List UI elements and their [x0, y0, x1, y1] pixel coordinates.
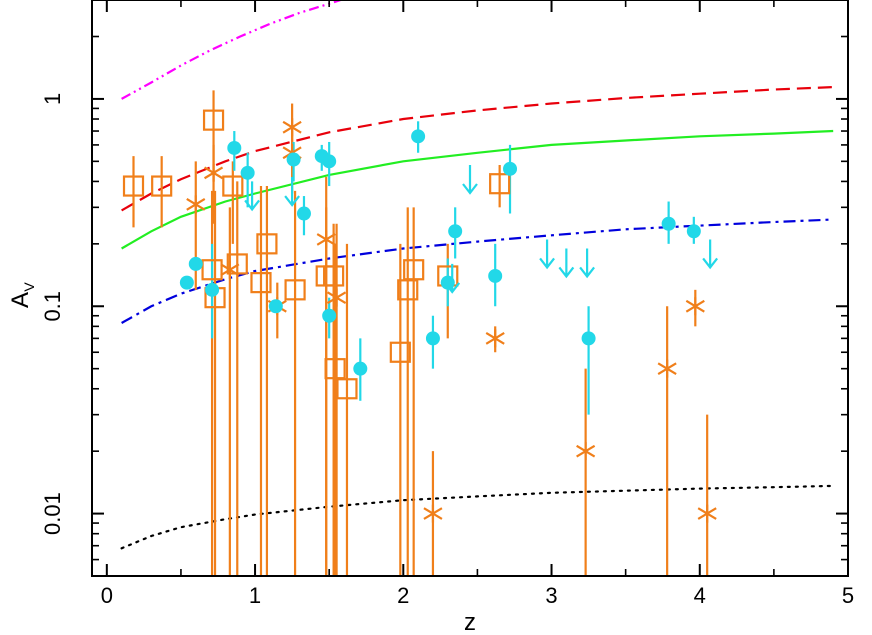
x-tick-label: 1	[249, 583, 261, 608]
model-curve-solid	[121, 129, 834, 250]
circle-marker	[268, 299, 283, 314]
square-marker	[284, 279, 306, 301]
model-curve-dotted	[120, 484, 835, 550]
upper-limit-arrow	[702, 239, 719, 270]
circle-marker	[227, 140, 242, 155]
plot-frame	[91, 0, 849, 577]
axis-ticks	[92, 0, 849, 577]
y-axis-label-group: A V	[7, 282, 37, 308]
asterisk-marker	[485, 329, 505, 348]
circle-marker	[188, 256, 203, 271]
circle-marker	[411, 129, 426, 144]
square-marker	[389, 341, 411, 363]
square-marker	[122, 175, 145, 197]
asterisk-marker	[657, 359, 677, 378]
model-curves	[120, 0, 835, 550]
x-tick-label: 5	[842, 583, 854, 608]
circle-marker	[240, 165, 255, 180]
y-tick-label: 0.01	[40, 492, 65, 535]
x-axis-label: z	[464, 609, 476, 635]
data-markers	[122, 109, 719, 523]
x-tick-label: 3	[545, 583, 557, 608]
circle-marker	[322, 308, 337, 323]
y-tick-label: 1	[40, 93, 65, 105]
y-axis-label-subscript: V	[21, 282, 37, 292]
model-curve-dash-dot-dot	[121, 0, 345, 100]
square-marker	[256, 233, 278, 255]
model-curve-dash-dot	[121, 218, 834, 324]
square-marker	[250, 272, 272, 294]
circle-marker	[205, 282, 220, 297]
square-marker	[336, 378, 358, 400]
asterisk-marker	[685, 297, 705, 316]
asterisk-marker	[186, 195, 206, 214]
square-marker	[202, 109, 225, 131]
asterisk-marker	[316, 230, 336, 249]
asterisk-marker	[327, 288, 347, 307]
square-marker	[324, 358, 346, 380]
square-marker	[403, 259, 425, 281]
upper-limit-arrow	[558, 248, 575, 279]
asterisk-marker	[423, 504, 443, 523]
tick-labels: 0 1 2 3 4 5 0.01 0.1 1	[40, 93, 854, 608]
y-tick-label: 0.1	[40, 291, 65, 322]
square-marker	[323, 265, 345, 287]
square-marker	[201, 259, 223, 281]
x-tick-label: 0	[101, 583, 113, 608]
circle-marker	[425, 331, 440, 346]
asterisk-marker	[282, 118, 302, 137]
upper-limit-arrow	[462, 165, 478, 195]
circle-marker	[686, 224, 701, 239]
x-tick-label: 2	[397, 583, 409, 608]
circle-marker	[296, 206, 311, 221]
circle-marker	[503, 161, 518, 176]
circle-marker	[581, 331, 596, 346]
y-axis-label: A	[7, 292, 34, 308]
square-marker	[222, 175, 244, 197]
circle-marker	[286, 152, 301, 167]
asterisk-marker	[220, 260, 240, 279]
circle-marker	[353, 361, 368, 376]
x-tick-label: 4	[694, 583, 706, 608]
square-marker	[151, 175, 173, 197]
asterisk-marker	[697, 504, 717, 523]
model-curve-dashed	[121, 86, 834, 212]
upper-limit-arrow	[284, 177, 300, 207]
circle-marker	[448, 224, 463, 239]
asterisk-marker	[576, 442, 596, 461]
circle-marker	[179, 275, 194, 290]
circle-marker	[488, 268, 503, 283]
square-marker	[489, 173, 511, 195]
upper-limit-arrow	[244, 181, 260, 212]
upper-limit-arrow	[444, 263, 461, 294]
upper-limit-arrow	[539, 239, 555, 270]
circle-marker	[661, 216, 676, 231]
circle-marker	[322, 154, 337, 169]
asterisk-marker	[203, 163, 224, 182]
upper-limit-arrow	[579, 248, 595, 279]
